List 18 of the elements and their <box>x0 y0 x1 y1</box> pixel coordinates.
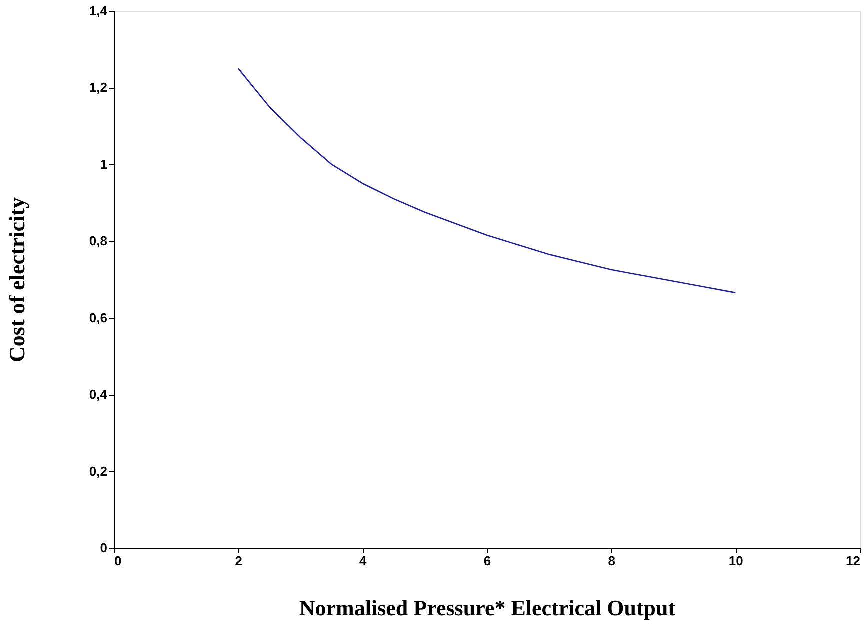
x-tick-label: 6 <box>484 554 492 568</box>
y-tick-label: 0 <box>100 540 108 556</box>
y-tick-label: 0,8 <box>89 234 108 249</box>
y-tick-label: 1 <box>100 156 108 172</box>
y-tick-label: 0,2 <box>89 464 108 479</box>
x-tick-label: 4 <box>360 554 368 568</box>
x-tick-label: 2 <box>235 554 242 568</box>
y-tick-label: 0,4 <box>89 387 108 402</box>
y-tick-label: 1,2 <box>89 80 108 96</box>
x-tick-label: 12 <box>846 554 860 568</box>
y-tick-label: 0,6 <box>89 310 108 326</box>
x-axis-title: Normalised Pressure* Electrical Output <box>299 596 676 620</box>
y-axis-title: Cost of electricity <box>4 198 30 362</box>
y-tick-label: 1,4 <box>89 4 108 18</box>
x-tick-label: 8 <box>608 554 616 568</box>
x-tick-label: 0 <box>114 554 122 568</box>
line-series <box>238 68 736 294</box>
x-tick-label: 10 <box>728 554 744 568</box>
